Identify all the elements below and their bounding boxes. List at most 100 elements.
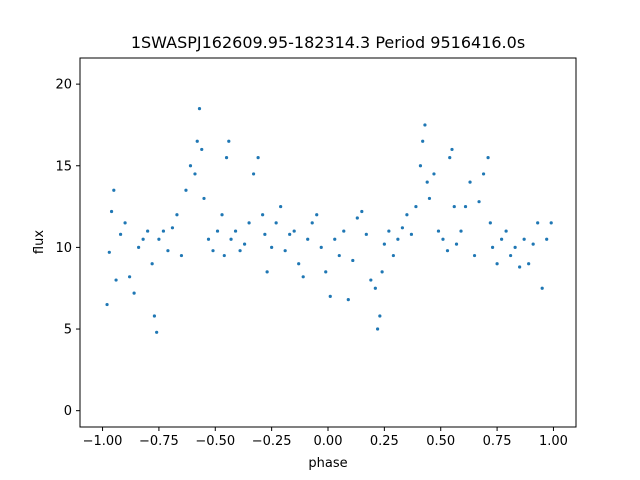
data-point — [490, 245, 495, 249]
y-tick-label: 15 — [55, 159, 72, 174]
y-tick-label: 20 — [55, 78, 72, 93]
data-point — [256, 155, 260, 160]
data-point — [193, 172, 197, 176]
data-point — [324, 270, 328, 274]
data-point — [360, 209, 364, 214]
data-point — [396, 237, 400, 241]
data-point — [263, 232, 267, 236]
data-point — [488, 221, 492, 225]
x-tick-label: −0.25 — [252, 434, 292, 449]
data-point — [364, 232, 368, 236]
data-point — [306, 237, 310, 241]
data-point — [531, 242, 535, 246]
data-point — [486, 155, 490, 160]
data-point — [481, 172, 486, 176]
data-point — [477, 200, 481, 204]
x-axis-label: phase — [308, 456, 347, 471]
data-point — [436, 229, 441, 233]
data-point — [441, 237, 445, 241]
data-point — [152, 314, 156, 318]
data-point — [283, 249, 287, 253]
data-point — [161, 229, 166, 233]
plot-area — [79, 57, 577, 428]
data-point — [432, 172, 436, 176]
chart-title: 1SWASPJ162609.95-182314.3 Period 9516416… — [131, 33, 525, 52]
data-point — [150, 262, 154, 266]
data-point — [337, 253, 341, 258]
data-point — [146, 229, 150, 233]
x-tick-label: −0.50 — [195, 434, 235, 449]
data-point — [319, 245, 323, 249]
data-point — [448, 155, 452, 160]
data-point — [459, 229, 463, 233]
data-point — [513, 245, 517, 249]
data-point — [423, 123, 427, 127]
data-point — [421, 139, 425, 143]
data-point — [215, 229, 220, 233]
data-point — [536, 221, 540, 225]
data-point — [170, 226, 175, 230]
data-point — [414, 204, 418, 209]
data-point — [468, 180, 472, 184]
data-point — [495, 262, 499, 266]
data-point — [155, 330, 159, 334]
data-point — [380, 270, 384, 274]
y-tick-label: 10 — [55, 241, 72, 256]
data-point — [425, 180, 429, 184]
data-point — [297, 262, 301, 266]
data-point — [279, 204, 283, 209]
data-point — [188, 164, 193, 168]
data-point — [109, 209, 114, 214]
x-tick-label: 0.25 — [370, 434, 399, 449]
data-point — [463, 204, 468, 209]
data-point — [141, 237, 145, 241]
data-point — [549, 221, 553, 225]
data-point — [409, 232, 414, 236]
data-point — [238, 249, 242, 253]
data-point — [114, 278, 118, 282]
data-point — [540, 286, 544, 290]
data-point — [288, 232, 292, 236]
data-point — [378, 314, 382, 318]
data-point — [132, 291, 136, 295]
data-point — [184, 188, 188, 192]
data-point — [427, 196, 432, 201]
data-point — [382, 242, 386, 246]
data-point — [351, 258, 355, 263]
data-point — [252, 172, 256, 176]
data-point — [175, 213, 179, 217]
y-tick-label: 0 — [64, 404, 72, 419]
data-point — [233, 229, 238, 233]
data-point — [522, 237, 526, 241]
data-point — [270, 245, 274, 249]
data-point — [369, 278, 373, 282]
data-point — [200, 147, 204, 152]
data-points — [105, 107, 553, 334]
data-point — [261, 213, 265, 217]
data-point — [328, 294, 332, 298]
data-point — [545, 237, 549, 241]
data-point — [197, 107, 202, 111]
data-point — [123, 221, 127, 225]
data-point — [500, 237, 504, 241]
data-point — [373, 286, 377, 290]
data-point — [107, 250, 111, 254]
data-point — [137, 245, 141, 249]
data-point — [224, 155, 229, 160]
data-point — [445, 249, 450, 253]
data-point — [220, 213, 224, 217]
data-point — [472, 253, 477, 258]
data-point — [452, 204, 456, 209]
x-tick-label: 0.00 — [314, 434, 343, 449]
y-axis-ticks: 0 5 10 15 20 — [55, 78, 80, 419]
data-point — [504, 229, 508, 233]
data-point — [128, 275, 132, 279]
data-point — [195, 139, 199, 143]
data-point — [405, 213, 409, 217]
data-point — [400, 226, 404, 230]
data-point — [157, 237, 161, 241]
data-point — [292, 229, 296, 233]
data-point — [509, 253, 513, 258]
data-point — [222, 253, 226, 258]
